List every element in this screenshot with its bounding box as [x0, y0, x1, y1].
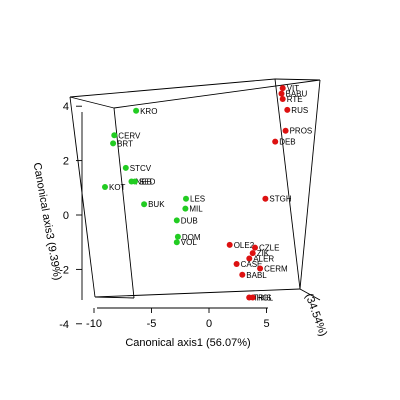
- point-label: NEB: [136, 178, 152, 187]
- point-label: PROS: [290, 127, 313, 136]
- point-label: CERV: [118, 131, 141, 140]
- point-label: MIL: [189, 205, 203, 214]
- data-point-stcv: [122, 164, 129, 171]
- x-tick-label: 5: [263, 318, 269, 330]
- data-point-les: [183, 195, 189, 202]
- point-label: RTE: [287, 95, 303, 104]
- data-point-czle: [252, 244, 258, 251]
- z-tick-label: -4: [59, 319, 69, 331]
- data-point-case: [233, 261, 240, 267]
- data-point-pros: [282, 127, 289, 134]
- x-tick-label: 0: [206, 318, 212, 330]
- plot-box: [69, 78, 321, 299]
- point-label: KRO: [140, 107, 157, 116]
- point-label: CERM: [264, 265, 288, 274]
- data-point-vol: [173, 239, 180, 246]
- data-point-rte: [279, 96, 286, 102]
- data-point-dub: [173, 217, 180, 224]
- point-label: VIT: [287, 84, 300, 93]
- data-point-hgl: [249, 294, 256, 301]
- z-tick-label: -2: [59, 264, 69, 276]
- point-label: SED: [139, 178, 156, 187]
- point-label: BABL: [246, 271, 267, 280]
- point-label: STCV: [130, 164, 152, 173]
- point-label: BABU: [286, 90, 308, 99]
- data-point-stgh: [262, 195, 269, 202]
- data-point-babu: [278, 90, 285, 97]
- data-point-brt: [110, 140, 117, 147]
- data-point-rus: [284, 106, 291, 113]
- data-point-cerm: [257, 265, 264, 272]
- z-axis: -4 -2 0 2 4: [59, 101, 83, 331]
- point-label: HGL: [257, 294, 274, 303]
- point-label: CZLE: [259, 244, 279, 253]
- x-tick-label: -10: [86, 318, 102, 330]
- point-label: BUK: [148, 200, 165, 209]
- data-point-zik: [249, 250, 256, 257]
- z-tick-label: 0: [63, 210, 69, 222]
- y-axis-title: (34.54%): [303, 292, 330, 338]
- data-point-sed: [131, 178, 138, 185]
- point-label: OLE2: [234, 241, 255, 250]
- point-label: CASE: [241, 260, 263, 269]
- x-axis: -10 -5 0 5: [86, 307, 270, 330]
- data-point-kro: [133, 107, 140, 114]
- point-label: DOM: [182, 233, 201, 242]
- z-tick-label: 4: [63, 101, 69, 113]
- point-label: BRT: [117, 139, 133, 148]
- y-axis: [299, 288, 321, 301]
- data-point-buk: [141, 201, 148, 208]
- data-point-dom: [174, 233, 181, 240]
- data-point-babl: [239, 271, 246, 278]
- z-tick-label: 2: [63, 156, 69, 168]
- point-label: RUS: [291, 106, 308, 115]
- point-label: LES: [190, 195, 205, 204]
- point-label: ALER: [253, 255, 274, 264]
- data-point-ole2: [226, 241, 233, 248]
- point-label: DUB: [181, 216, 198, 225]
- point-label: STGH: [269, 195, 291, 204]
- point-label: TRIS: [253, 294, 271, 303]
- data-point-mil: [182, 205, 189, 212]
- point-label: ZIK: [257, 249, 270, 258]
- x-tick-label: -5: [147, 318, 157, 330]
- data-point-vit: [279, 85, 286, 92]
- x-axis-title: Canonical axis1 (56.07%): [125, 337, 250, 349]
- data-point-cerv: [111, 132, 118, 139]
- data-point-deb: [272, 138, 279, 145]
- z-axis-title: Canonical axis3 (9.39%): [31, 162, 64, 282]
- point-label: KOT: [109, 183, 126, 192]
- point-label: DEB: [279, 138, 295, 147]
- point-label: VOL: [181, 238, 198, 247]
- data-point-kot: [102, 184, 108, 190]
- data-point-aler: [246, 255, 253, 262]
